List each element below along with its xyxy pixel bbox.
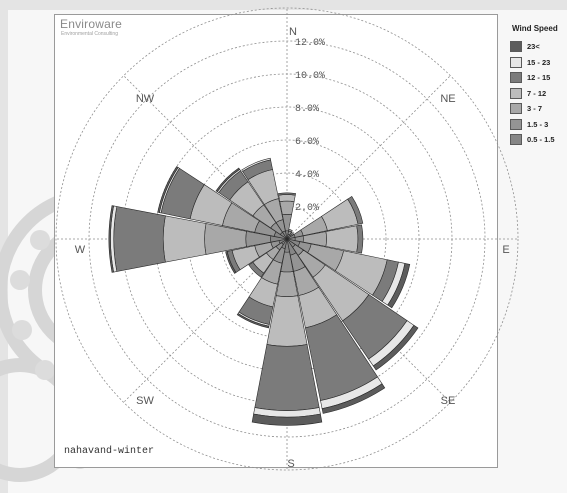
legend-item: 1.5 - 3 — [510, 118, 567, 132]
grid-spoke — [286, 238, 451, 403]
petal-n-bin-2 — [279, 200, 295, 216]
direction-label-e: E — [502, 244, 509, 256]
legend-item: 3 - 7 — [510, 102, 567, 116]
petal-e-bin-4 — [356, 224, 364, 254]
legend-item: 23< — [510, 40, 567, 54]
direction-label-ne: NE — [440, 93, 455, 105]
legend-label: 1.5 - 3 — [527, 119, 549, 129]
petal-n-bin-3 — [278, 194, 296, 203]
petal-nne-bin-2 — [288, 228, 293, 233]
legend-label: 3 - 7 — [527, 104, 543, 113]
radial-tick-label: 8.0% — [295, 104, 319, 115]
radial-tick-label: 12.0% — [295, 38, 325, 49]
petal-s-bin-4 — [254, 344, 320, 411]
petal-wsw-bin-6 — [225, 251, 237, 274]
grid-spoke — [123, 75, 288, 240]
legend-label: 7 - 12 — [527, 88, 547, 98]
petal-s-bin-6 — [251, 413, 323, 426]
petal-sse-bin-6 — [321, 383, 386, 414]
legend-label: 15 - 23 — [527, 57, 551, 67]
enviroware-logo: Enviroware — [60, 17, 123, 31]
direction-label-sw: SW — [136, 395, 154, 407]
legend-item: 0.5 - 1.5 — [510, 133, 567, 147]
petal-se-bin-6 — [372, 324, 419, 371]
petal-n-bin-4 — [277, 192, 297, 196]
legend-swatch — [510, 103, 522, 114]
legend-swatch — [510, 72, 522, 83]
legend-swatch — [510, 56, 522, 68]
chart-caption: nahavand-winter — [64, 446, 155, 457]
petal-sw-bin-4 — [248, 261, 265, 278]
direction-label-n: N — [289, 26, 297, 38]
grid-ring — [187, 139, 387, 339]
legend-title: Wind Speed — [512, 24, 558, 33]
legend-item: 12 - 15 — [510, 71, 567, 85]
petal-w-bin-4 — [113, 206, 166, 272]
legend-label: 23< — [527, 42, 540, 51]
direction-label-nw: NW — [136, 93, 155, 105]
direction-label-s: S — [287, 458, 294, 470]
petal-wnw-bin-6 — [157, 166, 179, 213]
grid-spoke — [123, 238, 288, 403]
radial-tick-label: 6.0% — [295, 137, 319, 148]
legend-swatch — [510, 87, 522, 99]
petal-w-bin-6 — [108, 205, 114, 273]
legend-item: 15 - 23 — [510, 56, 567, 70]
petal-ssw-bin-6 — [236, 313, 270, 329]
direction-label-w: W — [75, 244, 86, 256]
radial-tick-label: 2.0% — [295, 203, 319, 214]
radial-tick-label: 10.0% — [295, 71, 325, 82]
direction-label-se: SE — [441, 395, 456, 407]
enviroware-logo-tagline: Environmental Consulting — [61, 31, 118, 37]
legend-label: 0.5 - 1.5 — [527, 135, 555, 144]
petal-ese-bin-6 — [387, 263, 411, 309]
petal-ene-bin-4 — [347, 195, 364, 225]
legend-swatch — [510, 118, 522, 130]
legend-item: 7 - 12 — [510, 87, 567, 101]
grid-spoke — [286, 75, 451, 240]
petal-nnw-bin-5 — [241, 157, 271, 172]
legend-swatch — [510, 134, 522, 145]
petal-w-bin-3 — [162, 215, 207, 263]
radial-tick-label: 4.0% — [295, 170, 319, 181]
legend-swatch — [510, 41, 522, 52]
grid-ring-outer — [55, 7, 519, 471]
legend-label: 12 - 15 — [527, 73, 551, 82]
petal-nw-bin-6 — [215, 167, 241, 193]
legend: Wind Speed 23< 15 - 23 12 - 15 7 - 12 3 - 7 1… — [510, 24, 567, 184]
